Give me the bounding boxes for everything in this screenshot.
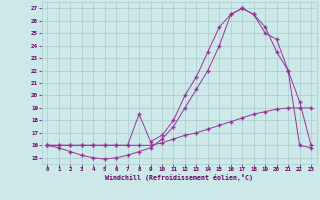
X-axis label: Windchill (Refroidissement éolien,°C): Windchill (Refroidissement éolien,°C) bbox=[105, 174, 253, 181]
